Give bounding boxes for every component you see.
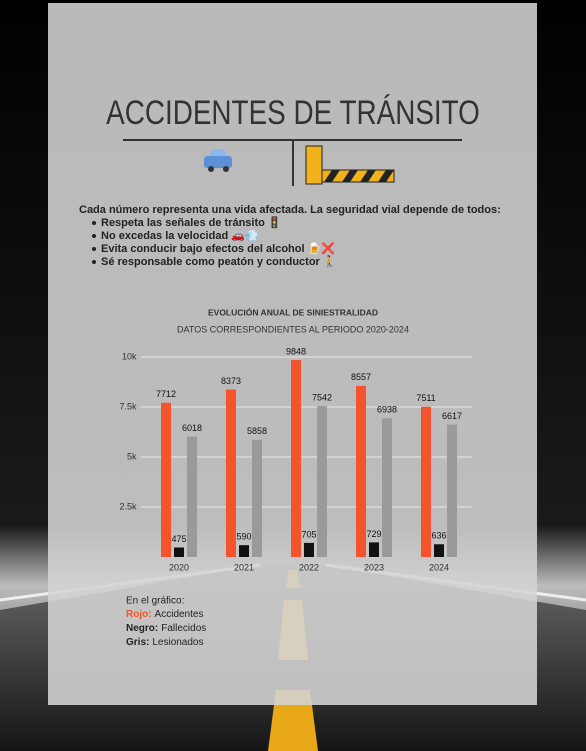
legend-entry: Rojo: Accidentes	[126, 609, 203, 620]
bullet-dot	[92, 247, 96, 251]
bar	[291, 360, 301, 557]
bar	[434, 544, 444, 557]
bullet-dot	[92, 221, 96, 225]
page-title: ACCIDENTES DE TRÁNSITO	[106, 93, 480, 131]
legend-name: Accidentes	[155, 609, 204, 620]
value-label: 6617	[442, 411, 462, 421]
bar	[161, 402, 171, 557]
chart-title: EVOLUCIÓN ANUAL DE SINIESTRALIDAD	[208, 306, 378, 317]
x-tick-label: 2022	[299, 562, 319, 572]
panel	[48, 3, 537, 705]
bar	[447, 424, 457, 557]
x-tick-label: 2021	[234, 562, 254, 572]
bar	[369, 542, 379, 557]
value-label: 9848	[286, 346, 306, 356]
value-label: 475	[171, 534, 186, 544]
bullet-dot	[92, 260, 96, 264]
intro-text: Cada número representa una vida afectada…	[79, 204, 501, 216]
value-label: 590	[236, 532, 251, 542]
value-label: 6018	[182, 423, 202, 433]
bar	[421, 406, 431, 557]
bar	[252, 439, 262, 557]
bullet-dot	[92, 234, 96, 238]
value-label: 7511	[416, 393, 435, 403]
value-label: 636	[431, 531, 446, 541]
y-tick-label: 5k	[127, 451, 137, 461]
legend-color-label: Rojo:	[126, 609, 152, 620]
bullet-text: Evita conducir bajo efectos del alcohol …	[101, 241, 335, 255]
y-tick-label: 2.5k	[119, 501, 137, 511]
lane-dash	[268, 690, 318, 751]
value-label: 6938	[377, 405, 397, 415]
bar	[239, 545, 249, 557]
value-label: 7542	[312, 393, 332, 403]
x-tick-label: 2024	[429, 562, 449, 572]
value-label: 8557	[351, 372, 371, 382]
legend-entry: Negro: Fallecidos	[126, 623, 206, 634]
legend-entry: Gris: Lesionados	[126, 637, 204, 648]
x-tick-label: 2020	[169, 562, 189, 572]
legend-name: Lesionados	[152, 637, 203, 648]
legend-name: Fallecidos	[161, 623, 206, 634]
value-label: 7712	[156, 389, 176, 399]
y-tick-label: 7.5k	[119, 401, 137, 411]
bar	[382, 418, 392, 557]
bar	[187, 436, 197, 557]
bullet-text: Respeta las señales de tránsito 🚦	[101, 216, 282, 229]
value-label: 729	[366, 529, 381, 539]
value-label: 705	[301, 529, 316, 539]
x-tick-label: 2023	[364, 562, 384, 572]
bar	[174, 547, 184, 557]
bar	[226, 389, 236, 557]
car-icon	[204, 149, 232, 172]
value-label: 5858	[247, 426, 267, 436]
legend-color-label: Gris:	[126, 637, 149, 648]
legend-title: En el gráfico:	[126, 596, 184, 607]
bar	[356, 385, 366, 557]
value-label: 8373	[221, 376, 241, 386]
bullet-text: No excedas la velocidad 🚗💨	[101, 229, 259, 242]
chart-subtitle: DATOS CORRESPONDIENTES AL PERIODO 2020-2…	[177, 324, 409, 334]
bullet-text: Sé responsable como peatón y conductor 🚶	[101, 255, 337, 268]
bar	[317, 406, 327, 557]
legend-color-label: Negro:	[126, 623, 158, 634]
barrier-icon	[305, 145, 395, 185]
y-tick-label: 10k	[122, 351, 137, 361]
bar	[304, 542, 314, 557]
